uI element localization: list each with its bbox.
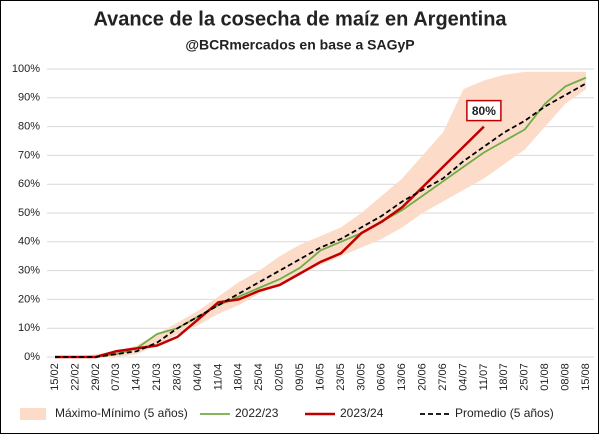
x-tick-label: 13/06 [396,363,408,391]
legend-label: 2023/24 [340,406,384,420]
range-band [55,71,586,357]
legend-label: Promedio (5 años) [455,406,554,420]
x-tick-label: 14/03 [131,363,143,391]
x-tick-label: 09/05 [294,363,306,391]
x-tick-label: 15/02 [49,363,61,391]
x-tick-label: 08/08 [559,363,571,391]
value-label-box [466,99,502,122]
x-tick-label: 27/06 [437,363,449,391]
x-tick-label: 11/07 [478,364,490,391]
x-tick-label: 18/04 [233,363,245,391]
x-tick-label: 06/06 [376,363,388,391]
y-tick-label: 60% [18,178,40,190]
x-tick-label: 30/05 [355,363,367,391]
series-line [55,125,485,359]
x-tick-label: 07/03 [110,363,122,391]
grid [47,68,594,358]
x-tick-label: 21/03 [151,363,163,391]
legend-swatch [20,408,46,420]
y-tick-label: 10% [18,322,40,334]
legend-label: Máximo-Mínimo (5 años) [55,406,188,420]
x-tick-label: 02/05 [274,363,286,391]
x-tick-label: 16/05 [314,363,326,391]
x-tick-label: 25/07 [519,363,531,391]
y-tick-label: 100% [12,63,40,75]
series-line [55,76,587,358]
y-tick-label: 90% [18,92,40,104]
x-tick-label: 04/04 [192,363,204,391]
x-tick-label: 29/02 [90,363,102,391]
chart-subtitle: @BCRmercados en base a SAGyP [185,37,414,53]
y-tick-label: 70% [18,149,40,161]
series-line [55,82,587,358]
y-tick-label: 40% [18,236,40,248]
x-tick-label: 11/04 [212,364,224,391]
y-tick-label: 30% [18,265,40,277]
y-tick-label: 80% [18,121,40,133]
y-tick-label: 0% [24,351,40,363]
y-tick-label: 50% [18,207,40,219]
x-tick-label: 22/02 [69,363,81,391]
legend-label: 2022/23 [235,406,279,420]
x-tick-label: 28/03 [171,363,183,391]
y-tick-label: 20% [18,293,40,305]
x-tick-label: 18/07 [498,363,510,391]
x-tick-label: 15/08 [580,363,592,391]
value-label: 80% [472,104,496,118]
x-tick-label: 23/05 [335,363,347,391]
x-tick-label: 20/06 [417,363,429,391]
chart-title: Avance de la cosecha de maíz en Argentin… [93,8,507,30]
x-tick-label: 01/08 [539,363,551,391]
x-tick-label: 25/04 [253,363,265,391]
x-tick-label: 04/07 [457,363,469,391]
